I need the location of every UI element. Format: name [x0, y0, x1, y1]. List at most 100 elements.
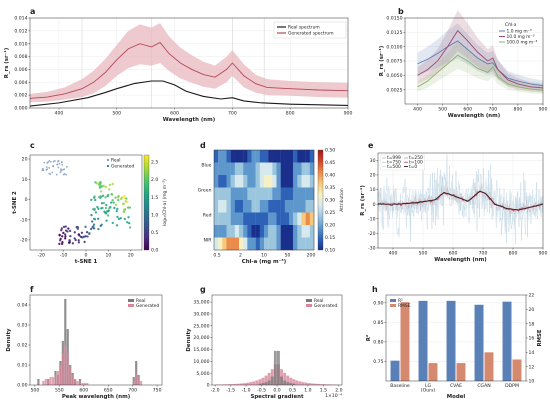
panel-a-x-axis-label: Wavelength (nm)	[163, 117, 215, 123]
panel-d-row-label: Blue	[201, 162, 211, 168]
panel-e-ytick-label: 0	[373, 202, 376, 208]
panel-c-point-generated	[117, 217, 121, 221]
panel-d-heatmap-cell	[268, 150, 273, 163]
panel-f-bar-generated	[47, 379, 50, 385]
panel-c-point-generated	[104, 185, 107, 189]
panel-d-heatmap-cell	[297, 150, 302, 163]
panel-d-heatmap-cell	[280, 150, 285, 163]
panel-c-point-generated	[99, 182, 102, 185]
panel-g-bar-generated	[242, 383, 246, 385]
panel-d-heatmap-cell	[247, 187, 252, 201]
panel-c-point-generated	[112, 201, 115, 204]
panel-g-xtick-label: -1.0	[242, 388, 251, 394]
panel-d-heatmap-cell	[297, 200, 302, 213]
panel-d-heatmap-cell	[297, 212, 302, 226]
panel-d-heatmap-cell	[214, 150, 219, 163]
panel-e-xtick-label: 400	[389, 251, 398, 257]
panel-a-xtick-label: 900	[344, 111, 353, 117]
panel-h-bar-r2	[474, 304, 484, 381]
panel-c-point-real	[65, 165, 68, 168]
panel-c-point-real	[49, 173, 52, 176]
panel-f-xtick-label: 500	[30, 388, 39, 394]
panel-h-y-axis-label-left: R²	[365, 334, 372, 341]
panel-g-ytick-label: 0	[207, 383, 210, 389]
panel-d-heatmap-cell	[301, 212, 306, 226]
panel-d-heatmap-cell	[234, 200, 240, 213]
panel-d-heatmap-cell	[226, 225, 231, 238]
panel-e-ytick-label: 20	[370, 173, 376, 179]
panel-d-heatmap-cell	[226, 200, 231, 213]
panel-d-heatmap-cell	[255, 187, 260, 201]
panel-b-xtick-label: 700	[488, 107, 497, 113]
panel-a-ytick-label: 0.000	[14, 106, 27, 112]
panel-c-point-generated	[97, 217, 100, 220]
panel-letter-g: g	[200, 285, 206, 294]
panel-g-bar-generated	[252, 381, 256, 385]
panel-c-point-generated	[93, 196, 96, 199]
panel-g-bar-generated	[283, 372, 287, 385]
panel-c-point-generated	[114, 196, 117, 199]
panel-e-xtick-label: 800	[509, 251, 518, 257]
panel-d-heatmap-cell	[272, 200, 277, 213]
panel-g-ytick-label: 25,000	[193, 323, 209, 329]
panel-h-bar-rmse	[400, 302, 410, 381]
panel-d-heatmap-cell	[222, 150, 227, 163]
panel-b-ytick-label: 0.0150	[386, 16, 402, 22]
panel-c-point-generated	[106, 210, 109, 213]
panel-c-point-generated	[127, 216, 130, 219]
panel-e-xtick-label: 900	[539, 251, 548, 257]
panel-a-generated-line	[29, 41, 349, 99]
panel-d-heatmap-cell	[293, 237, 298, 251]
panel-e-legend-item: t=750	[387, 160, 401, 166]
panel-b-ytick-label: 0.0075	[386, 59, 402, 65]
panel-c-point-generated	[58, 242, 61, 245]
panel-d-heatmap-cell	[234, 150, 240, 163]
panel-d-heatmap-cell	[214, 200, 219, 213]
panel-c-point-generated	[122, 210, 125, 213]
panel-c-point-generated	[99, 190, 103, 193]
panel-d-heatmap-cell	[268, 200, 273, 213]
panel-d-heatmap-cell	[230, 237, 235, 251]
panel-c-y-axis-label: t-SNE 2	[12, 191, 18, 214]
panel-b-ytick-label: 0.0125	[386, 30, 402, 36]
panel-c-point-generated	[111, 182, 114, 186]
panel-c-ytick-label: -10	[20, 217, 28, 223]
panel-d-heatmap-cell	[264, 225, 269, 238]
panel-c-point-generated	[120, 197, 123, 201]
panel-d-heatmap-cell	[259, 162, 265, 176]
panel-c-colorbar-tick-label: 1.5	[151, 195, 158, 201]
panel-d-heatmap-cell	[218, 225, 223, 238]
panel-c-point-generated	[80, 231, 84, 234]
panel-c-point-generated	[69, 234, 72, 238]
panel-c-point-generated	[119, 217, 122, 220]
panel-b-band-1	[417, 10, 543, 93]
panel-h-category-label: DDPM	[505, 383, 519, 389]
panel-d-heatmap-cell	[230, 162, 235, 176]
panel-h-ytick-label: 0.80	[373, 340, 383, 346]
panel-g-bar-generated	[264, 375, 268, 385]
panel-c-point-generated	[58, 233, 61, 237]
panel-d-heatmap-cell	[218, 175, 223, 188]
panel-d-heatmap-cell	[234, 225, 240, 238]
panel-g-bar-generated	[298, 381, 302, 385]
panel-d-colorbar-tick-label: 0.25	[325, 210, 335, 216]
panel-g-xtick-label: -1.5	[226, 388, 235, 394]
panel-letter-d: d	[200, 141, 206, 150]
panel-h-legend-swatch-r2	[390, 299, 396, 302]
panel-c-point-real	[63, 168, 66, 171]
panel-h-category-label: CGAN	[477, 383, 490, 389]
panel-d-heatmap-cell	[218, 187, 223, 201]
panel-c-point-generated	[106, 194, 109, 198]
panel-c-point-generated	[111, 221, 114, 224]
panel-c-point-real	[52, 160, 55, 163]
panel-d-colorbar-tick-label: 0.20	[325, 223, 335, 229]
panel-c-point-real	[51, 171, 54, 174]
panel-e-legend-item: t=0	[409, 164, 417, 170]
panel-g-bar-real	[264, 382, 268, 385]
panel-b-legend-item: 100.0 mg m⁻³	[507, 40, 538, 46]
panel-c-point-generated	[123, 194, 126, 198]
panel-d-heatmap-cell	[305, 225, 310, 238]
panel-d-xtick-label: 200	[307, 253, 316, 259]
panel-g-xtick-label: 0.0	[273, 388, 280, 394]
panel-c-point-generated	[63, 233, 67, 236]
